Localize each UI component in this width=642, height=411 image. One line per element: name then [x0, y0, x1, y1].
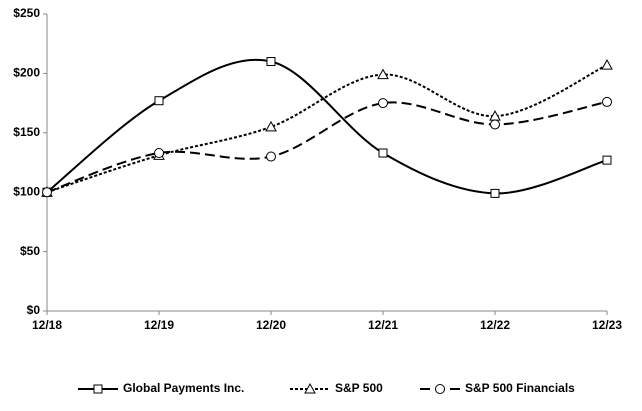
legend-label: Global Payments Inc. [123, 381, 244, 395]
x-tick-label: 12/20 [256, 318, 286, 332]
marker-circle [42, 187, 52, 198]
marker-triangle [304, 382, 316, 394]
marker-circle [490, 119, 500, 130]
y-tick-label: $200 [13, 66, 40, 80]
marker-triangle [377, 68, 389, 80]
y-tick-label: $50 [20, 244, 40, 258]
marker-square [154, 96, 164, 106]
marker-square [378, 148, 388, 158]
y-tick-label: $250 [13, 6, 40, 20]
x-tick-label: 12/23 [592, 318, 622, 332]
x-tick-label: 12/19 [144, 318, 174, 332]
marker-circle [602, 96, 612, 107]
marker-square [490, 188, 500, 198]
x-tick-label: 12/18 [32, 318, 62, 332]
marker-circle [154, 147, 164, 158]
y-tick-label: $150 [13, 125, 40, 139]
legend-label: S&P 500 Financials [465, 381, 575, 395]
marker-square [93, 384, 103, 394]
series-line [46, 100, 608, 194]
marker-circle [435, 384, 445, 394]
legend-label: S&P 500 [335, 381, 383, 395]
y-tick-label: $0 [27, 303, 41, 317]
marker-triangle [601, 59, 613, 70]
y-tick-label: $100 [13, 184, 40, 198]
marker-circle [266, 151, 276, 162]
series-line [46, 58, 608, 195]
marker-circle [378, 98, 388, 109]
x-tick-label: 12/22 [480, 318, 510, 332]
marker-square [602, 155, 612, 165]
marker-triangle [265, 120, 277, 132]
series-line [46, 64, 608, 194]
marker-square [266, 57, 276, 67]
x-tick-label: 12/21 [368, 318, 398, 332]
